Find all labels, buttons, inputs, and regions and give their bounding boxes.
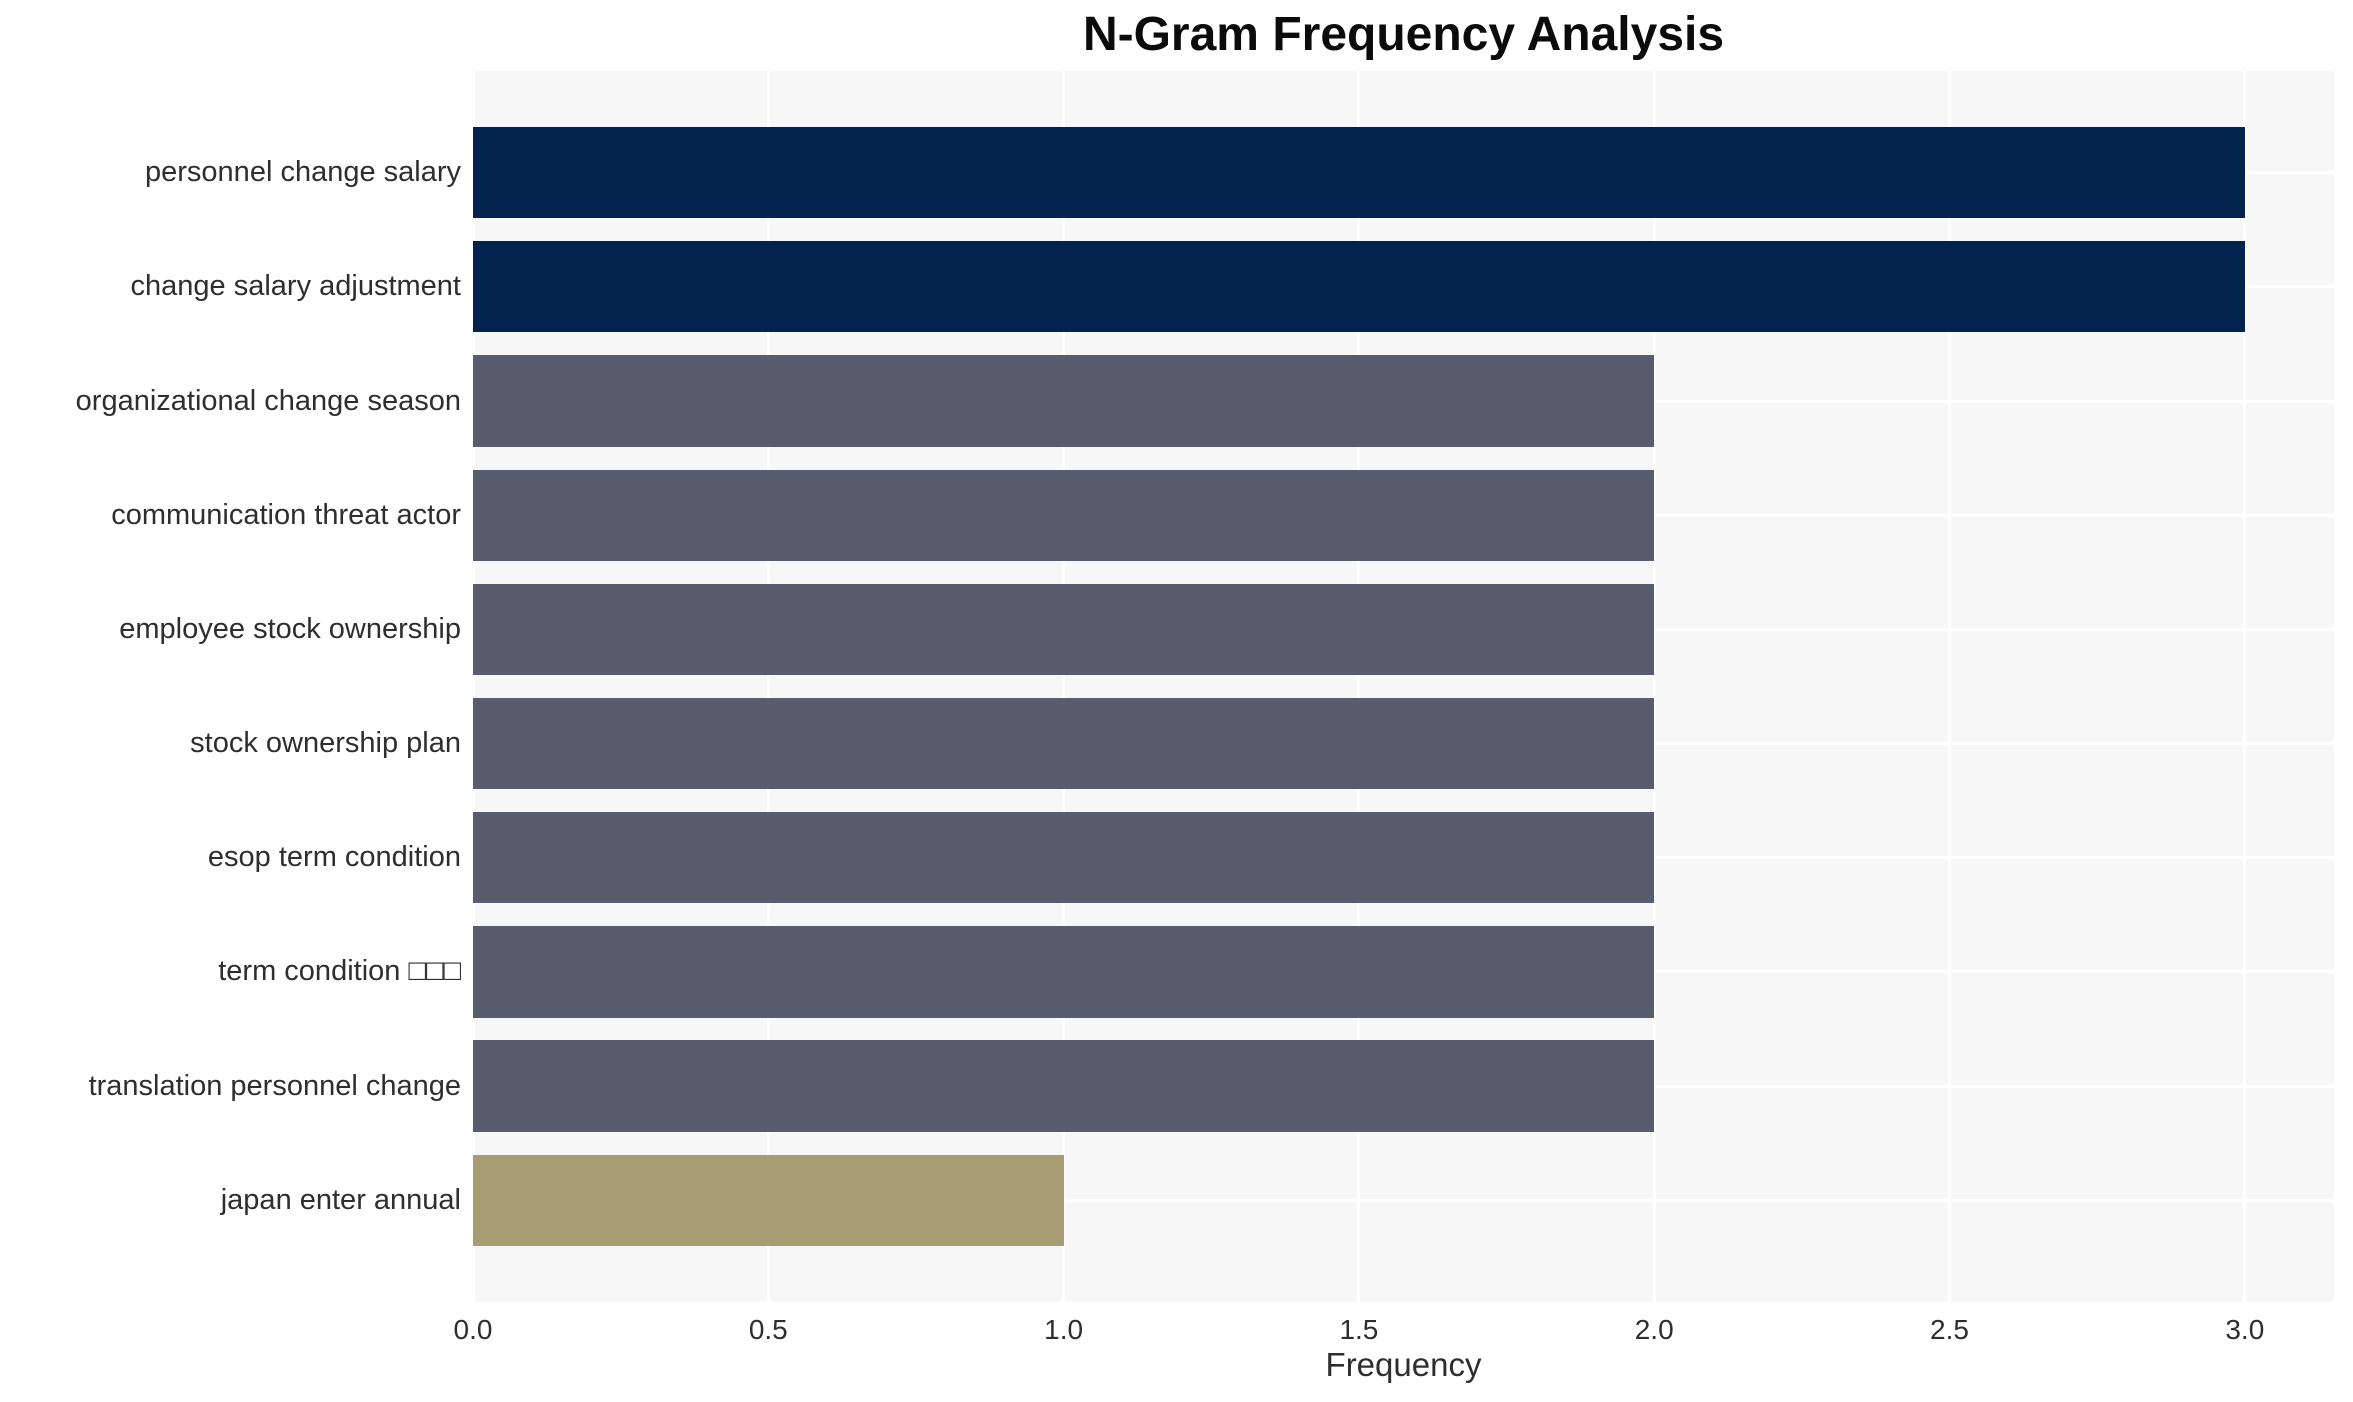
y-tick-label: translation personnel change — [88, 1069, 461, 1102]
bar — [473, 469, 1655, 561]
x-gridline — [2243, 71, 2247, 1302]
x-gridline — [473, 71, 475, 1302]
bar — [473, 355, 1655, 447]
plot-area — [473, 71, 2334, 1302]
y-tick-label: change salary adjustment — [130, 270, 461, 303]
x-axis-tick-labels: 0.0 0.5 1.0 1.5 2.0 2.5 3.0 — [0, 1302, 2353, 1350]
x-tick-label: 2.5 — [1930, 1314, 1969, 1345]
bar — [473, 1154, 1064, 1247]
x-gridline — [766, 71, 770, 1302]
bar — [473, 1040, 1655, 1132]
bar — [473, 697, 1655, 790]
x-tick-label: 1.5 — [1339, 1314, 1379, 1345]
y-gridline — [473, 1198, 2334, 1202]
x-tick-label: 1.0 — [1044, 1314, 1084, 1345]
bar — [473, 812, 1655, 904]
y-axis-labels: personnel change salary change salary adj… — [0, 71, 461, 1302]
bar — [473, 241, 2245, 333]
y-tick-label: personnel change salary — [145, 156, 461, 189]
x-gridline — [1357, 71, 1361, 1302]
y-tick-label: employee stock ownership — [119, 612, 461, 645]
y-tick-label: term condition □□□ — [218, 955, 461, 988]
bar — [473, 126, 2245, 219]
x-tick-label: 2.0 — [1634, 1314, 1674, 1345]
x-axis-title: Frequency — [1325, 1346, 1482, 1383]
x-gridline — [1062, 71, 1066, 1302]
x-tick-label: 3.0 — [2225, 1314, 2265, 1345]
x-gridline — [1652, 71, 1656, 1302]
y-tick-label: japan enter annual — [220, 1183, 461, 1216]
chart-title: N-Gram Frequency Analysis — [1082, 8, 1725, 61]
x-tick-label: 0.5 — [748, 1314, 788, 1345]
bar — [473, 583, 1655, 676]
x-tick-label: 0.0 — [453, 1314, 493, 1345]
y-tick-label: esop term condition — [207, 841, 461, 874]
y-tick-label: stock ownership plan — [190, 727, 461, 760]
bar — [473, 926, 1655, 1018]
y-tick-label: communication threat actor — [111, 498, 461, 531]
y-tick-label: organizational change season — [75, 384, 461, 417]
x-gridline — [1948, 71, 1951, 1302]
